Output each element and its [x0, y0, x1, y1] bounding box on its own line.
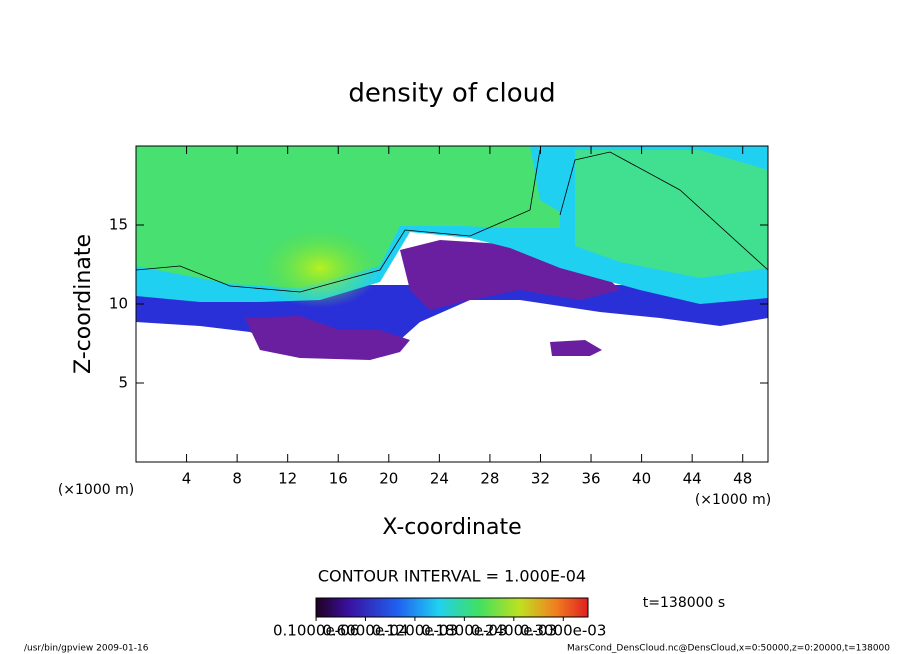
x-tick-label: 28 — [480, 470, 499, 488]
x-tick-label: 4 — [182, 470, 192, 488]
colorbar-tick-label: 0.1200e-03 — [372, 622, 458, 640]
x-tick-label: 8 — [232, 470, 242, 488]
x-tick-label: 44 — [683, 470, 702, 488]
x-tick-label: 12 — [278, 470, 297, 488]
y-tick-label: 15 — [109, 216, 128, 234]
x-tick-label: 24 — [430, 470, 449, 488]
x-tick-label: 32 — [531, 470, 550, 488]
time-label: t=138000 s — [643, 595, 725, 611]
x-axis-label: X-coordinate — [382, 515, 521, 540]
colorbar-tick-label: 0.6000e-04 — [322, 622, 408, 640]
chart-title: density of cloud — [348, 79, 555, 109]
colorbar-tick-label: 0.3000e-03 — [520, 622, 606, 640]
x-tick-label: 40 — [632, 470, 651, 488]
footer-right: MarsCond_DensCloud.nc@DensCloud,x=0:5000… — [567, 644, 890, 654]
x-tick-label: 16 — [329, 470, 348, 488]
colorbar-tick-label: 0.1800e-03 — [421, 622, 507, 640]
x-unit: (×1000 m) — [695, 492, 771, 508]
y-tick-label: 10 — [109, 295, 128, 313]
colorbar — [315, 597, 589, 618]
contour-interval: CONTOUR INTERVAL = 1.000E-04 — [318, 567, 586, 586]
x-tick-label: 36 — [581, 470, 600, 488]
x-tick-label: 20 — [379, 470, 398, 488]
y-tick-label: 5 — [118, 374, 128, 392]
field — [135, 146, 769, 360]
colorbar-tick-label: 0.2400e-03 — [471, 622, 557, 640]
x-tick-label: 48 — [733, 470, 752, 488]
footer-left: /usr/bin/gpview 2009-01-16 — [24, 644, 149, 654]
colorbar-tick-label: 0.1000e-06 — [273, 622, 359, 640]
y-axis-label: Z-coordinate — [71, 234, 96, 374]
y-unit: (×1000 m) — [58, 482, 134, 498]
